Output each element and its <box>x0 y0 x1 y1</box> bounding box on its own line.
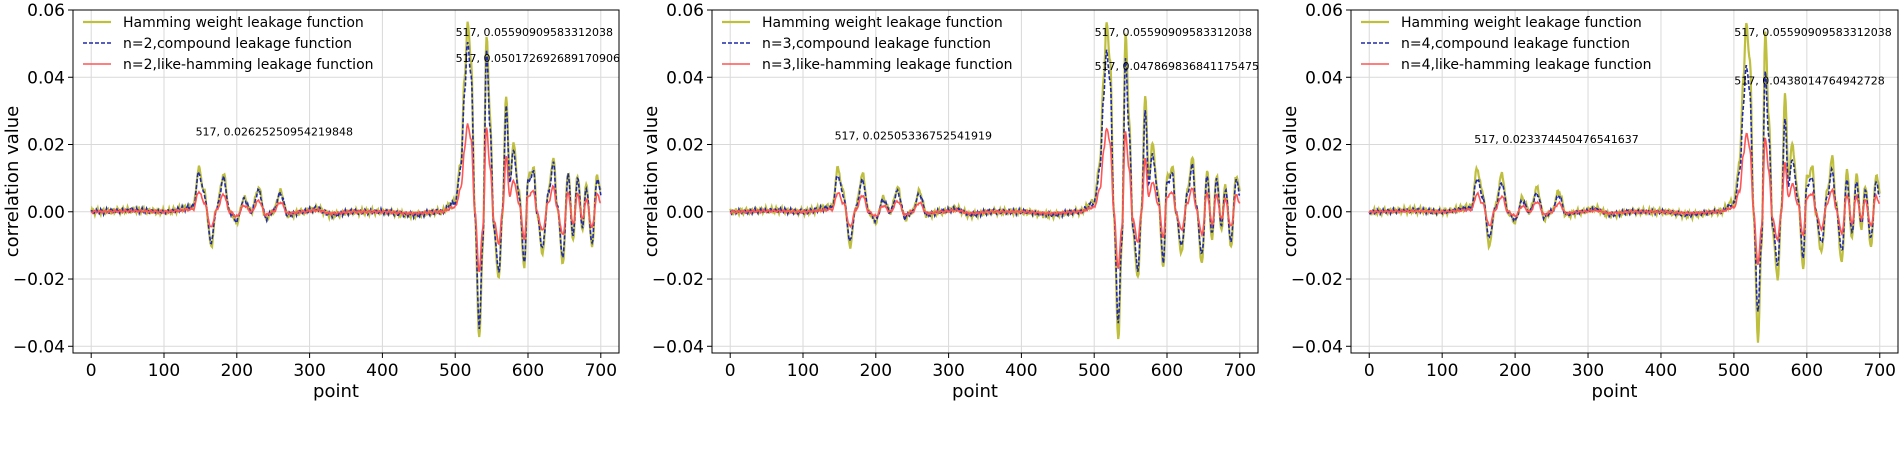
y-tick-label: 0.02 <box>666 136 704 156</box>
y-tick-label: −0.02 <box>652 270 704 290</box>
x-tick-label: 100 <box>148 361 180 381</box>
x-tick-label: 200 <box>860 361 892 381</box>
annotation-1: 517, 0.05590909583312038 <box>456 26 613 39</box>
x-tick-label: 500 <box>439 361 471 381</box>
y-tick-label: 0.02 <box>27 136 65 156</box>
annotation-3: 517, 0.02625250954219848 <box>196 125 353 138</box>
chart-panel-3: 0 100 200 300 400 500 600 700 −0.04 −0.02 0.00 0.02… <box>1280 1 1899 402</box>
plot-frame <box>72 9 620 354</box>
x-tick-label: 100 <box>1426 361 1458 381</box>
x-tick-label: 0 <box>86 361 97 381</box>
x-tick-label: 200 <box>1499 361 1531 381</box>
x-axis-label: point <box>952 381 998 402</box>
annotation-1: 517, 0.05590909583312038 <box>1734 26 1891 39</box>
series-line-2 <box>1368 65 1881 312</box>
series-line-2 <box>90 41 602 330</box>
legend-label-3: n=2,like-hamming leakage function <box>123 57 374 73</box>
y-tick-label: 0.00 <box>27 203 65 223</box>
x-tick-label: 600 <box>512 361 544 381</box>
legend-label-1: Hamming weight leakage function <box>1401 15 1642 31</box>
y-axis-label: correlation value <box>2 106 23 257</box>
y-tick-label: 0.06 <box>1305 1 1343 21</box>
x-tick-label: 200 <box>221 361 253 381</box>
series-line-3 <box>729 127 1241 269</box>
x-axis-label: point <box>313 381 359 402</box>
x-tick-label: 700 <box>1864 361 1896 381</box>
x-tick-label: 300 <box>1572 361 1604 381</box>
y-tick-label: 0.02 <box>1305 136 1343 156</box>
x-tick-label: 300 <box>293 361 325 381</box>
y-tick-label: 0.06 <box>27 1 65 21</box>
legend: Hamming weight leakage function n=2,compo… <box>83 15 374 73</box>
legend-label-3: n=4,like-hamming leakage function <box>1401 57 1652 73</box>
plot-frame <box>1350 9 1899 354</box>
x-tick-label: 600 <box>1151 361 1183 381</box>
x-tick-label: 500 <box>1078 361 1110 381</box>
x-tick-label: 700 <box>1224 361 1256 381</box>
x-tick-label: 0 <box>725 361 736 381</box>
y-tick-label: 0.04 <box>1305 68 1343 88</box>
y-tick-label: −0.02 <box>1291 270 1343 290</box>
series-line-3 <box>1368 132 1880 266</box>
legend: Hamming weight leakage function n=4,compo… <box>1361 15 1652 73</box>
series-line-3 <box>90 123 601 273</box>
x-tick-label: 300 <box>932 361 964 381</box>
x-tick-label: 500 <box>1718 361 1750 381</box>
annotation-2: 517, 0.0438014764942728 <box>1734 74 1884 87</box>
chart-panel-2: 0 100 200 300 400 500 600 700 −0.04 −0.02 0.00 0.02… <box>641 1 1259 402</box>
legend-label-3: n=3,like-hamming leakage function <box>762 57 1013 73</box>
legend: Hamming weight leakage function n=3,compo… <box>722 15 1013 73</box>
y-tick-label: 0.00 <box>666 203 704 223</box>
x-tick-label: 100 <box>787 361 819 381</box>
annotation-3: 517, 0.023374450476541637 <box>1474 133 1638 146</box>
legend-label-2: n=2,compound leakage function <box>123 36 352 52</box>
y-tick-label: 0.06 <box>666 1 704 21</box>
legend-label-2: n=3,compound leakage function <box>762 36 991 52</box>
x-tick-label: 400 <box>366 361 398 381</box>
x-tick-label: 0 <box>1364 361 1375 381</box>
y-tick-label: −0.02 <box>13 270 65 290</box>
annotation-2: 517, 0.050172692689170906 <box>456 52 620 65</box>
legend-label-2: n=4,compound leakage function <box>1401 36 1630 52</box>
y-axis-label: correlation value <box>1280 106 1301 257</box>
y-axis-label: correlation value <box>641 106 662 257</box>
x-tick-label: 400 <box>1005 361 1037 381</box>
series-line-2 <box>729 49 1241 324</box>
legend-label-1: Hamming weight leakage function <box>762 15 1003 31</box>
annotation-3: 517, 0.02505336752541919 <box>835 130 992 143</box>
y-tick-label: 0.04 <box>27 68 65 88</box>
y-tick-label: −0.04 <box>13 337 65 357</box>
y-tick-label: −0.04 <box>1291 337 1343 357</box>
x-axis-label: point <box>1592 381 1638 402</box>
y-tick-label: 0.00 <box>1305 203 1343 223</box>
x-tick-label: 600 <box>1791 361 1823 381</box>
annotation-2: 517, 0.047869836841175475 <box>1095 60 1259 73</box>
legend-label-1: Hamming weight leakage function <box>123 15 364 31</box>
plot-frame <box>711 9 1259 354</box>
annotation-1: 517, 0.05590909583312038 <box>1095 26 1252 39</box>
chart-panel-1: 0 100 200 300 400 500 600 700 −0.04 −0.02 0.00 0.02… <box>2 1 620 402</box>
x-tick-label: 700 <box>585 361 617 381</box>
y-tick-label: 0.04 <box>666 68 704 88</box>
x-tick-label: 400 <box>1645 361 1677 381</box>
y-tick-label: −0.04 <box>652 337 704 357</box>
